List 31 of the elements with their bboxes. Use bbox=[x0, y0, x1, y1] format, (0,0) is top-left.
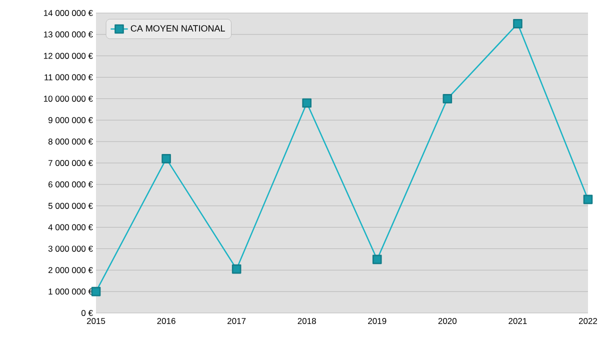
y-tick-label: 10 000 000 € bbox=[44, 96, 93, 102]
x-tick-label: 2018 bbox=[298, 318, 316, 324]
x-tick-label: 2019 bbox=[368, 318, 386, 324]
point bbox=[232, 264, 242, 274]
y-tick-label: 9 000 000 € bbox=[48, 117, 93, 124]
point bbox=[513, 19, 522, 28]
y-tick-label: 11 000 000 € bbox=[44, 74, 93, 80]
y-tick-label: 13 000 000 € bbox=[44, 31, 93, 38]
x-tick-label: 2021 bbox=[508, 318, 527, 324]
point bbox=[583, 194, 593, 204]
point bbox=[442, 94, 452, 104]
y-tick-label: 2 000 000 € bbox=[48, 267, 93, 274]
x-tick-label: 2017 bbox=[228, 318, 246, 324]
x-tick-label: 2022 bbox=[578, 318, 598, 324]
y-tick-label: 5 000 000 € bbox=[48, 202, 93, 209]
x-tick-label: 2015 bbox=[86, 318, 106, 324]
y-tick-label: 0 € bbox=[81, 310, 93, 316]
point bbox=[302, 98, 312, 108]
legend-label: CA MOYEN NATIONAL bbox=[130, 25, 225, 32]
y-tick-label: 6 000 000 € bbox=[48, 181, 93, 188]
point bbox=[162, 154, 171, 164]
x-tick-label: 2016 bbox=[157, 318, 176, 324]
point bbox=[91, 286, 101, 296]
y-tick-label: 8 000 000 € bbox=[48, 138, 93, 145]
x-tick-label: 2020 bbox=[438, 318, 457, 324]
y-tick-label: 14 000 000 € bbox=[44, 10, 93, 16]
point bbox=[372, 254, 382, 264]
y-tick-label: 7 000 000 € bbox=[48, 160, 93, 166]
y-tick-label: 3 000 000 € bbox=[48, 246, 93, 252]
y-tick-label: 12 000 000 € bbox=[44, 52, 93, 59]
y-tick-label: 4 000 000 € bbox=[48, 224, 93, 230]
